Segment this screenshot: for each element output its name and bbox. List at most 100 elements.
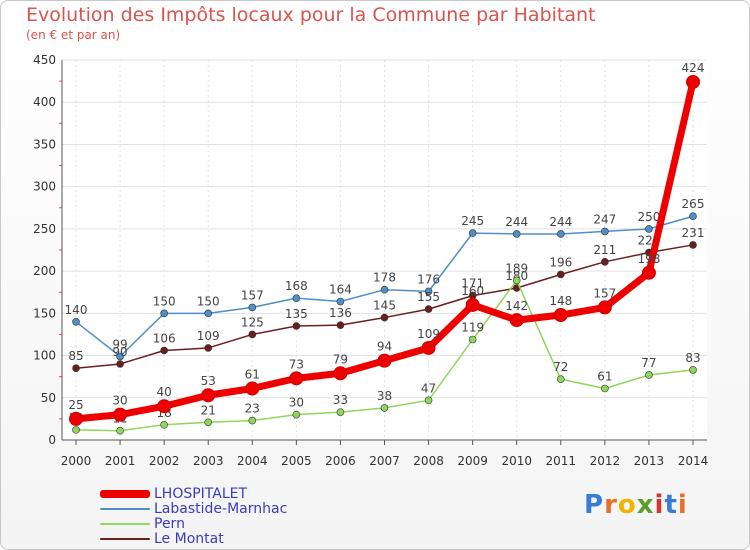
x-tick-label: 2011 [546,454,577,468]
data-point [601,227,609,236]
data-label: 171 [461,277,484,291]
data-point [333,366,348,381]
logo-letter: P [584,490,605,520]
data-label: 38 [377,389,392,403]
y-tick-label: 400 [33,95,56,109]
data-point [601,258,609,266]
data-label: 150 [197,294,220,308]
data-point [689,241,697,249]
data-label: 176 [417,272,440,286]
x-tick-label: 2000 [61,454,92,468]
data-label: 125 [241,315,264,329]
legend-item: LHOSPITALET [100,486,287,502]
data-point [380,404,389,412]
data-label: 79 [333,352,348,366]
logo-letter: o [617,490,637,520]
data-label: 150 [153,294,176,308]
data-point [468,335,477,344]
data-label: 250 [637,210,660,224]
data-point [248,303,257,312]
data-label: 90 [112,345,127,359]
x-tick-label: 2014 [678,454,709,468]
data-label: 83 [685,351,700,365]
legend-swatch [100,537,150,540]
x-tick-label: 2005 [281,454,312,468]
data-label: 21 [201,403,216,417]
data-label: 30 [112,394,127,408]
data-point [160,346,168,355]
chart-title: Evolution des Impôts locaux pour la Comm… [26,4,596,26]
data-point [424,396,433,405]
data-point [512,276,521,285]
data-point [556,375,565,384]
x-tick-label: 2010 [501,454,532,468]
data-label: 196 [549,255,572,269]
logo-letter: i [654,490,665,520]
x-tick-label: 2004 [237,454,268,468]
x-tick-label: 2008 [413,454,444,468]
data-label: 136 [329,306,352,320]
data-label: 168 [285,279,308,293]
data-label: 160 [461,284,484,298]
data-point [336,408,345,416]
data-point [116,360,124,368]
data-point [424,287,433,296]
data-label: 73 [289,357,304,371]
data-label: 94 [377,340,392,354]
data-point [248,330,257,339]
y-tick-label: 200 [33,264,56,278]
data-label: 244 [549,215,572,229]
logo-letter: x [636,490,655,520]
data-label: 53 [201,374,216,388]
x-tick-label: 2006 [325,454,356,468]
data-point [204,309,213,318]
data-label: 245 [461,214,484,228]
data-point [645,225,653,233]
data-point [289,371,304,386]
data-point [686,74,700,89]
data-label: 99 [112,337,127,351]
data-point [160,309,168,318]
data-point [204,344,213,352]
data-point [69,411,83,426]
data-label: 61 [597,369,612,383]
data-point [645,371,653,379]
data-point [377,353,392,368]
data-label: 109 [197,329,220,343]
data-label: 61 [245,367,260,381]
chart-legend: LHOSPITALET Labastide-Marnhac Pern Le Monta… [100,486,287,547]
data-point [204,418,213,427]
data-point [512,230,521,238]
legend-item: Pern [100,516,287,532]
logo-letter: i [677,490,688,520]
data-point [201,388,216,403]
data-point [509,313,524,328]
data-label: 33 [333,393,348,407]
data-label: 231 [682,226,705,240]
data-label: 247 [593,212,616,226]
y-tick-label: 0 [48,433,56,447]
y-tick-label: 50 [41,391,56,405]
data-label: 189 [505,261,528,275]
data-label: 157 [593,286,616,300]
data-point [157,399,172,414]
logo-letter: t [664,490,678,520]
data-point [689,212,697,221]
data-label: 180 [505,269,528,283]
data-label: 140 [65,303,88,317]
chart-subtitle: (en € et par an) [26,28,121,42]
data-point [380,285,389,294]
data-point [72,426,80,434]
data-point [641,265,656,280]
data-point [556,230,565,238]
data-label: 23 [245,402,260,416]
legend-item: Le Montat [100,531,287,547]
data-label: 25 [68,398,83,412]
data-label: 47 [421,381,436,395]
data-label: 142 [505,299,528,313]
data-label: 157 [241,288,264,302]
data-point [556,270,565,279]
logo-letter: r [604,490,618,520]
x-tick-label: 2009 [457,454,488,468]
data-label: 119 [461,321,484,335]
